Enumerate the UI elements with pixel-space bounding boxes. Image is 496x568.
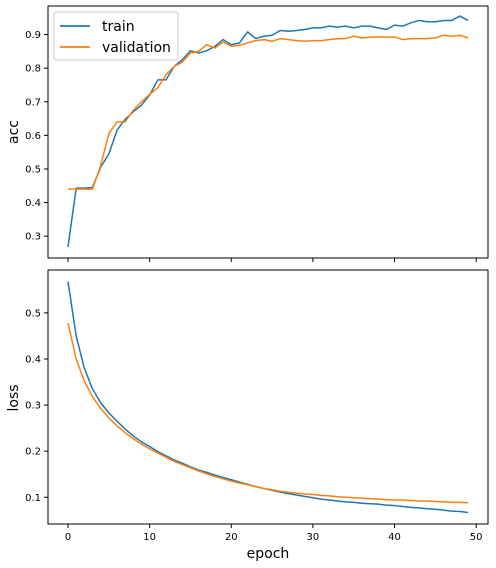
acc-train-line xyxy=(67,15,469,248)
loss-axes: 0.1 0.2 0.3 0.4 0.5 0 10 20 30 40 50 loss epoch xyxy=(6,269,489,562)
legend-train-label: train xyxy=(102,19,135,35)
loss-y-tick-label: 0.2 xyxy=(25,447,41,458)
loss-x-tick-label: 50 xyxy=(470,532,483,543)
loss-x-tick-label: 30 xyxy=(307,532,320,543)
loss-x-tick-label: 20 xyxy=(225,532,238,543)
loss-y-tick-label: 0.3 xyxy=(25,401,41,412)
loss-x-tick-label: 10 xyxy=(143,532,156,543)
loss-y-axis-title: loss xyxy=(6,384,22,411)
loss-plot-frame xyxy=(47,269,489,525)
acc-y-tick-label: 0.7 xyxy=(25,97,41,108)
acc-validation-line xyxy=(68,34,469,190)
acc-y-tick-label: 0.8 xyxy=(25,64,41,75)
loss-y-tick-label: 0.1 xyxy=(25,493,41,504)
legend: train validation xyxy=(53,11,179,61)
acc-y-tick-label: 0.5 xyxy=(25,164,41,175)
x-axis-title: epoch xyxy=(247,546,290,562)
acc-x-ticks xyxy=(67,258,477,262)
acc-y-tick-label: 0.6 xyxy=(25,131,41,142)
loss-x-tick-label: 40 xyxy=(388,532,401,543)
acc-y-axis-title: acc xyxy=(6,120,22,144)
loss-x-tick-label: 0 xyxy=(65,532,71,543)
legend-validation-label: validation xyxy=(102,40,171,56)
loss-validation-line xyxy=(67,322,469,504)
loss-y-tick-label: 0.4 xyxy=(25,354,41,365)
legend-box xyxy=(53,11,179,61)
acc-series-lines xyxy=(67,15,469,248)
loss-series-lines xyxy=(67,281,469,514)
loss-y-tick-label: 0.5 xyxy=(25,308,41,319)
acc-y-tick-label: 0.4 xyxy=(25,198,41,209)
loss-x-ticks: 0 10 20 30 40 50 xyxy=(65,524,483,543)
acc-y-tick-label: 0.9 xyxy=(25,30,41,41)
acc-axes: 0.3 0.4 0.5 0.6 0.7 0.8 0.9 acc train validati… xyxy=(6,5,489,262)
acc-y-ticks: 0.3 0.4 0.5 0.6 0.7 0.8 0.9 xyxy=(25,30,48,243)
acc-y-tick-label: 0.3 xyxy=(25,232,41,243)
loss-y-ticks: 0.1 0.2 0.3 0.4 0.5 xyxy=(25,308,48,504)
